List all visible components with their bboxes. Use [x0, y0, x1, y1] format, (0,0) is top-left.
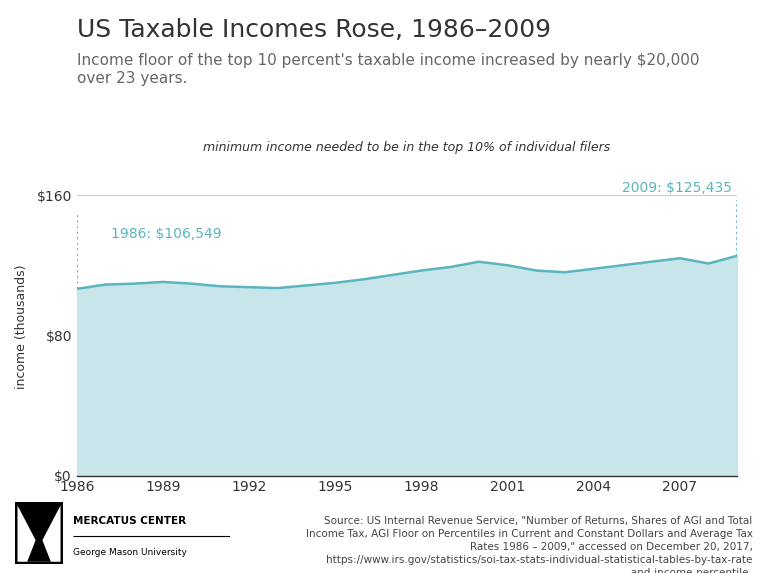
Bar — [15, 502, 63, 564]
Text: 1986: $106,549: 1986: $106,549 — [111, 227, 222, 241]
Text: minimum income needed to be in the top 10% of individual filers: minimum income needed to be in the top 1… — [204, 141, 611, 154]
Polygon shape — [27, 532, 51, 562]
Text: US Taxable Incomes Rose, 1986–2009: US Taxable Incomes Rose, 1986–2009 — [77, 18, 551, 42]
Y-axis label: income (thousands): income (thousands) — [15, 264, 28, 389]
Text: 2009: $125,435: 2009: $125,435 — [621, 181, 732, 195]
Text: Source: US Internal Revenue Service, "Number of Returns, Shares of AGI and Total: Source: US Internal Revenue Service, "Nu… — [306, 516, 753, 573]
Text: George Mason University: George Mason University — [74, 548, 187, 556]
Polygon shape — [18, 505, 61, 536]
Text: Income floor of the top 10 percent's taxable income increased by nearly $20,000
: Income floor of the top 10 percent's tax… — [77, 53, 700, 86]
Polygon shape — [18, 505, 61, 562]
Text: MERCATUS CENTER: MERCATUS CENTER — [74, 516, 187, 525]
